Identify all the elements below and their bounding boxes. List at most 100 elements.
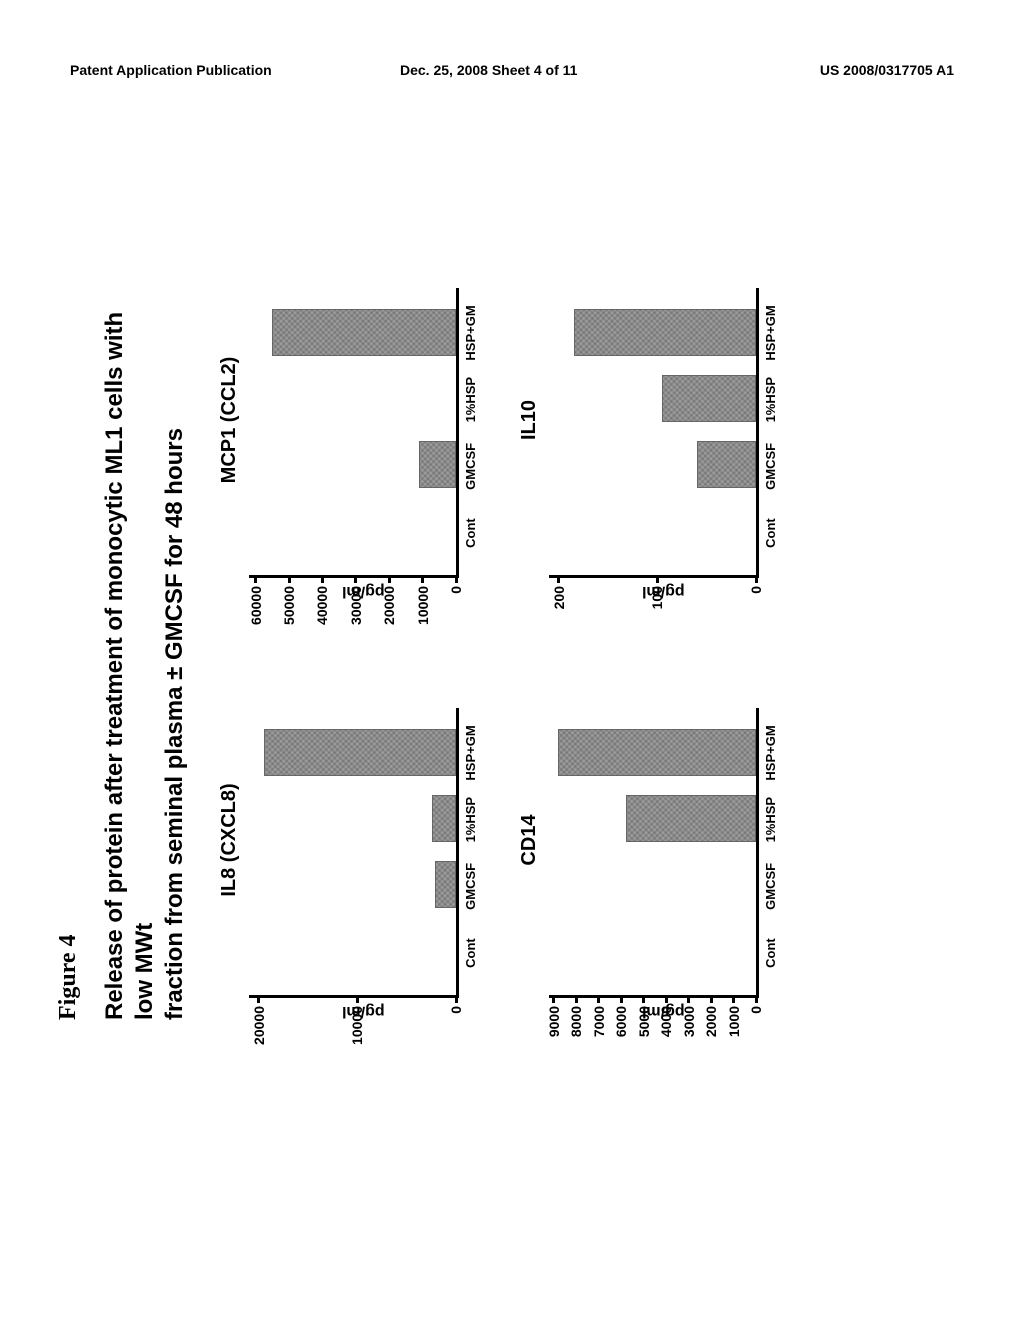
bars [549, 288, 756, 575]
y-tick-mark [552, 995, 555, 1003]
bars [549, 708, 756, 995]
y-tick: 10000 [349, 995, 365, 1045]
bar-1-hsp [662, 375, 756, 423]
x-label: Cont [763, 504, 778, 563]
plot-area: 0100002000030000400005000060000 [249, 288, 459, 578]
y-tick: 0 [448, 995, 464, 1014]
figure-area: Figure 4 Release of protein after treatm… [55, 300, 975, 1020]
chart-title: IL8 (CXCL8) [218, 660, 241, 1020]
bars [249, 288, 456, 575]
y-tick: 4000 [658, 995, 674, 1037]
y-tick-label: 40000 [314, 583, 330, 625]
y-tick: 6000 [613, 995, 629, 1037]
figure-title: Release of protein after treatment of mo… [100, 300, 190, 1020]
chart-title: IL10 [518, 240, 541, 600]
y-tick: 20000 [381, 575, 397, 625]
plot-wrap: pg/ml01000020000ContGMCSF1%HSPHSP+GM [249, 660, 478, 1020]
x-labels: ContGMCSF1%HSPHSP+GM [459, 288, 478, 578]
y-tick-label: 8000 [568, 1003, 584, 1037]
y-tick: 7000 [591, 995, 607, 1037]
y-tick-label: 0 [748, 583, 764, 594]
y-tick: 0 [748, 575, 764, 594]
y-tick-label: 30000 [348, 583, 364, 625]
y-tick-label: 10000 [415, 583, 431, 625]
header-right: US 2008/0317705 A1 [820, 62, 954, 78]
bar-hsp-gm [574, 309, 756, 357]
y-tick-mark [575, 995, 578, 1003]
y-tick-mark [257, 995, 260, 1003]
bars [249, 708, 456, 995]
y-tick: 1000 [726, 995, 742, 1037]
y-tick-label: 10000 [349, 1003, 365, 1045]
y-tick-label: 100 [649, 583, 665, 609]
x-label: 1%HSP [763, 370, 778, 429]
chart-il8: IL8 (CXCL8)pg/ml01000020000ContGMCSF1%HS… [218, 660, 478, 1020]
bar-hsp-gm [264, 729, 456, 777]
bar-1-hsp [432, 795, 456, 843]
plot-wrap: pg/ml01000200030004000500060007000800090… [549, 660, 778, 1020]
y-tick-mark [755, 995, 758, 1003]
bar-gmcsf [419, 441, 456, 489]
y-tick-label: 0 [448, 1003, 464, 1014]
y-tick-mark [642, 995, 645, 1003]
x-labels: ContGMCSF1%HSPHSP+GM [459, 708, 478, 998]
y-tick-mark [687, 995, 690, 1003]
plot-area: 0100020003000400050006000700080009000 [549, 708, 759, 998]
y-tick-label: 5000 [636, 1003, 652, 1037]
x-label: Cont [763, 924, 778, 983]
chart-il10: IL10pg/ml0100200ContGMCSF1%HSPHSP+GM [518, 240, 778, 600]
x-label: Cont [463, 924, 478, 983]
y-tick-mark [356, 995, 359, 1003]
y-tick-mark [732, 995, 735, 1003]
x-labels: ContGMCSF1%HSPHSP+GM [759, 288, 778, 578]
y-tick-mark [665, 995, 668, 1003]
y-tick-mark [388, 575, 391, 583]
header-left: Patent Application Publication [70, 62, 272, 78]
chart-mcp1: MCP1 (CCL2)pg/ml010000200003000040000500… [218, 240, 478, 600]
y-tick-mark [288, 575, 291, 583]
y-tick-label: 6000 [613, 1003, 629, 1037]
y-tick: 3000 [681, 995, 697, 1037]
chart-title: MCP1 (CCL2) [218, 240, 241, 600]
x-label: HSP+GM [463, 304, 478, 363]
chart-cd14: CD14 pg/ml0100020003000400050006000700080… [518, 660, 778, 1020]
bar-1-hsp [626, 795, 757, 843]
plot-container: 0100002000030000400005000060000 Cont GMCSF… [249, 288, 478, 578]
y-tick: 40000 [314, 575, 330, 625]
y-tick-label: 2000 [703, 1003, 719, 1037]
x-label: GMCSF [463, 437, 478, 496]
y-tick: 9000 [546, 995, 562, 1037]
y-tick: 20000 [251, 995, 267, 1045]
y-tick-label: 50000 [281, 583, 297, 625]
y-tick-mark [557, 575, 560, 583]
x-label: HSP+GM [463, 724, 478, 783]
figure-label: Figure 4 [55, 300, 82, 1020]
y-tick: 0 [448, 575, 464, 594]
y-tick: 0 [748, 995, 764, 1014]
y-tick-label: 200 [551, 583, 567, 609]
x-label: HSP+GM [763, 724, 778, 783]
x-label: Cont [463, 504, 478, 563]
plot-container: 0100200ContGMCSF1%HSPHSP+GM [549, 288, 778, 578]
plot-area: 01000020000 [249, 708, 459, 998]
x-labels: ContGMCSF1%HSPHSP+GM [759, 708, 778, 998]
y-tick: 200 [551, 575, 567, 609]
figure-title-line2: fraction from seminal plasma ± GMCSF for… [161, 428, 188, 1020]
y-tick: 50000 [281, 575, 297, 625]
y-tick: 8000 [568, 995, 584, 1037]
y-tick-mark [597, 995, 600, 1003]
y-tick-label: 9000 [546, 1003, 562, 1037]
y-tick: 100 [649, 575, 665, 609]
x-label: GMCSF [763, 437, 778, 496]
y-tick-mark [254, 575, 257, 583]
figure-title-line1: Release of protein after treatment of mo… [101, 312, 158, 1020]
chart-title: CD14 [518, 660, 541, 1020]
header-center: Dec. 25, 2008 Sheet 4 of 11 [400, 62, 577, 78]
x-label: 1%HSP [763, 790, 778, 849]
y-tick-label: 4000 [658, 1003, 674, 1037]
bar-hsp-gm [558, 729, 756, 777]
y-tick: 60000 [248, 575, 264, 625]
y-tick-label: 0 [448, 583, 464, 594]
y-tick: 10000 [415, 575, 431, 625]
y-tick-label: 60000 [248, 583, 264, 625]
